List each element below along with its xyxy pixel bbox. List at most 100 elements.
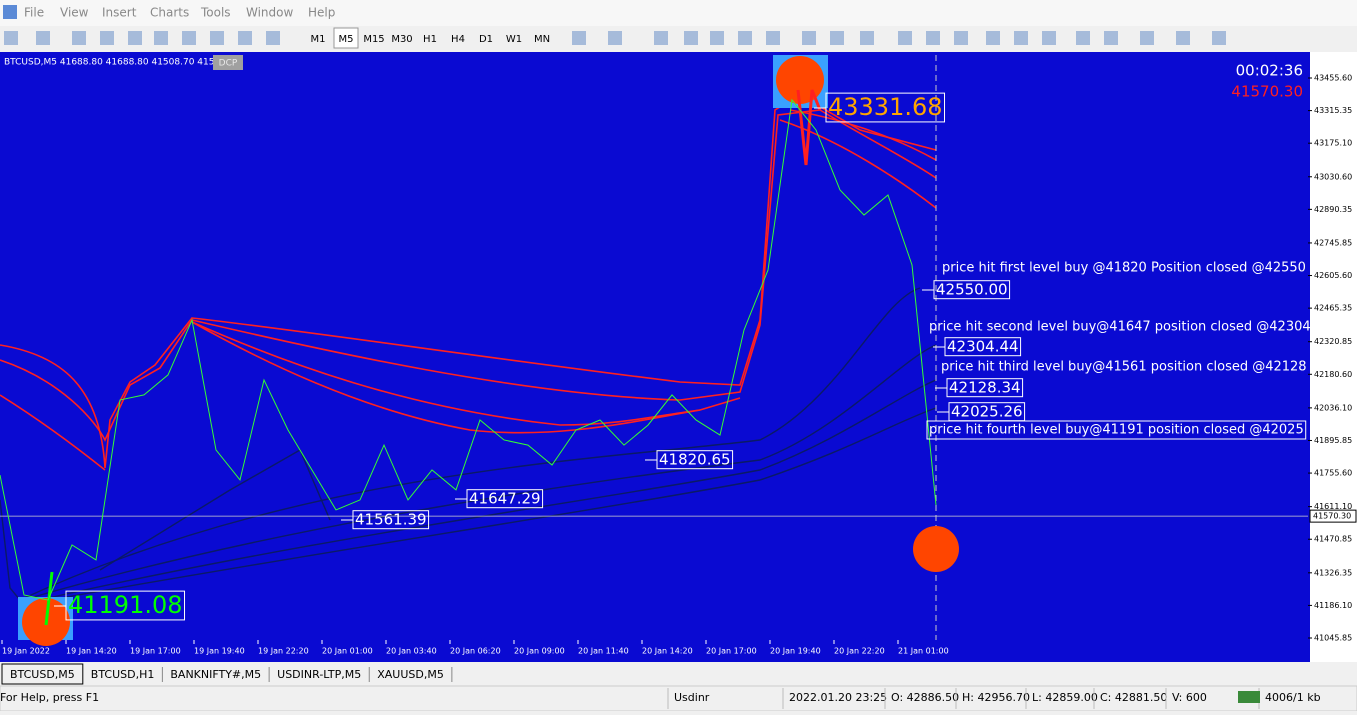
toolbar-icon[interactable] bbox=[986, 31, 1000, 45]
price-tick-label: 41755.60 bbox=[1314, 469, 1352, 478]
timeframe-button[interactable]: M30 bbox=[391, 34, 412, 45]
toolbar-icon[interactable] bbox=[210, 31, 224, 45]
toolbar-icon[interactable] bbox=[926, 31, 940, 45]
toolbar-icon[interactable] bbox=[238, 31, 252, 45]
level-label: 41820.65 bbox=[659, 451, 731, 469]
level-note: price hit third level buy@41561 position… bbox=[941, 360, 1307, 375]
time-tick-label: 19 Jan 19:40 bbox=[194, 647, 245, 656]
menu-item[interactable]: File bbox=[24, 6, 44, 20]
tab-bar bbox=[0, 663, 1357, 685]
toolbar-icon[interactable] bbox=[710, 31, 724, 45]
toolbar-icon[interactable] bbox=[860, 31, 874, 45]
toolbar-icon[interactable] bbox=[1076, 31, 1090, 45]
level-label: 43331.68 bbox=[828, 93, 943, 121]
toolbar-icons bbox=[4, 31, 1226, 45]
toolbar-icon[interactable] bbox=[572, 31, 586, 45]
toolbar-icon[interactable] bbox=[830, 31, 844, 45]
toolbar-icon[interactable] bbox=[128, 31, 142, 45]
toolbar-icon[interactable] bbox=[1212, 31, 1226, 45]
timeframe-button[interactable]: M5 bbox=[339, 34, 354, 45]
chart-tab[interactable]: BTCUSD,H1 bbox=[91, 668, 155, 681]
spike bbox=[796, 89, 822, 166]
chart-tab[interactable]: XAUUSD,M5 bbox=[377, 668, 444, 681]
toolbar-icon[interactable] bbox=[1176, 31, 1190, 45]
timeframe-button[interactable]: W1 bbox=[506, 34, 522, 45]
price-line bbox=[0, 98, 937, 601]
menu-item[interactable]: Charts bbox=[150, 6, 189, 20]
level-curves bbox=[0, 287, 937, 601]
toolbar-icon[interactable] bbox=[738, 31, 752, 45]
menu-item[interactable]: Window bbox=[246, 6, 294, 20]
time-tick-label: 19 Jan 2022 bbox=[2, 647, 50, 656]
toolbar-icon[interactable] bbox=[182, 31, 196, 45]
toolbar-icon[interactable] bbox=[1042, 31, 1056, 45]
toolbar-icon[interactable] bbox=[898, 31, 912, 45]
time-tick-label: 20 Jan 22:20 bbox=[834, 647, 885, 656]
price-tick-label: 41895.85 bbox=[1314, 436, 1352, 445]
level-label: 42128.34 bbox=[949, 379, 1021, 397]
status-field: Usdinr bbox=[674, 691, 710, 704]
timeframe-button[interactable]: H4 bbox=[451, 34, 465, 45]
price-tick-label: 42036.10 bbox=[1314, 403, 1352, 412]
toolbar-icon[interactable] bbox=[654, 31, 668, 45]
toolbar bbox=[0, 26, 1357, 52]
price-tick-label: 41611.10 bbox=[1314, 502, 1352, 511]
price-tick-label: 43455.60 bbox=[1314, 74, 1352, 83]
toolbar-icon[interactable] bbox=[266, 31, 280, 45]
time-tick-label: 20 Jan 17:00 bbox=[706, 647, 757, 656]
price-axis-area bbox=[1310, 52, 1357, 662]
toolbar-icon[interactable] bbox=[1140, 31, 1154, 45]
active-tab bbox=[1, 663, 84, 685]
toolbar-icon[interactable] bbox=[72, 31, 86, 45]
timeframe-button[interactable]: H1 bbox=[423, 34, 437, 45]
signal-circle bbox=[913, 526, 959, 572]
symbol-info: BTCUSD,M5 41688.80 41688.80 41508.70 415… bbox=[4, 58, 226, 68]
toolbar-icon[interactable] bbox=[36, 31, 50, 45]
timeframe-button[interactable]: D1 bbox=[479, 34, 493, 45]
bar-timer: 00:02:36 bbox=[1236, 62, 1303, 80]
toolbar-icon[interactable] bbox=[1014, 31, 1028, 45]
status-field: 2022.01.20 23:25 bbox=[789, 691, 887, 704]
level-label: 41647.29 bbox=[469, 490, 541, 508]
toolbar-icon[interactable] bbox=[1104, 31, 1118, 45]
menu-item[interactable]: Help bbox=[308, 6, 335, 20]
toolbar-icon[interactable] bbox=[954, 31, 968, 45]
toolbar-icon[interactable] bbox=[100, 31, 114, 45]
toolbar-icon[interactable] bbox=[608, 31, 622, 45]
timeframe-button[interactable]: M15 bbox=[363, 34, 384, 45]
menu-item[interactable]: Tools bbox=[200, 6, 231, 20]
status-field: V: 600 bbox=[1172, 691, 1207, 704]
menu-item[interactable]: Insert bbox=[102, 6, 137, 20]
chart-tab[interactable]: BTCUSD,M5 bbox=[10, 668, 75, 681]
level-label: 42304.44 bbox=[947, 338, 1019, 356]
price-tick-label: 43030.60 bbox=[1314, 172, 1352, 181]
app-icon bbox=[3, 5, 17, 19]
timeframe-button[interactable]: M1 bbox=[311, 34, 326, 45]
toolbar-icon[interactable] bbox=[684, 31, 698, 45]
level-label: 41561.39 bbox=[355, 511, 427, 529]
time-tick-label: 19 Jan 22:20 bbox=[258, 647, 309, 656]
status-field: L: 42859.00 bbox=[1032, 691, 1098, 704]
note-box bbox=[926, 420, 1307, 440]
price-tick-label: 41186.10 bbox=[1314, 601, 1352, 610]
status-bar bbox=[0, 685, 1357, 712]
current-price-axis-label: 41570.30 bbox=[1313, 512, 1351, 521]
level-note: price hit first level buy @41820 Positio… bbox=[942, 261, 1306, 276]
status-field: 4006/1 kb bbox=[1265, 691, 1321, 704]
time-tick-label: 21 Jan 01:00 bbox=[898, 647, 949, 656]
toolbar-icon[interactable] bbox=[802, 31, 816, 45]
traffic-icon bbox=[1238, 691, 1260, 703]
toolbar-icon[interactable] bbox=[766, 31, 780, 45]
chart-tab[interactable]: USDINR-LTP,M5 bbox=[277, 668, 361, 681]
timeframe-active bbox=[333, 27, 359, 49]
time-tick-label: 20 Jan 06:20 bbox=[450, 647, 501, 656]
indicator-tag-bg bbox=[213, 55, 243, 70]
price-tick-label: 43315.35 bbox=[1314, 106, 1352, 115]
toolbar-icon[interactable] bbox=[154, 31, 168, 45]
timeframe-button[interactable]: MN bbox=[534, 34, 550, 45]
price-tick-label: 41470.85 bbox=[1314, 535, 1352, 544]
toolbar-icon[interactable] bbox=[4, 31, 18, 45]
chart-tab[interactable]: BANKNIFTY#,M5 bbox=[170, 668, 261, 681]
menu-item[interactable]: View bbox=[60, 6, 89, 20]
